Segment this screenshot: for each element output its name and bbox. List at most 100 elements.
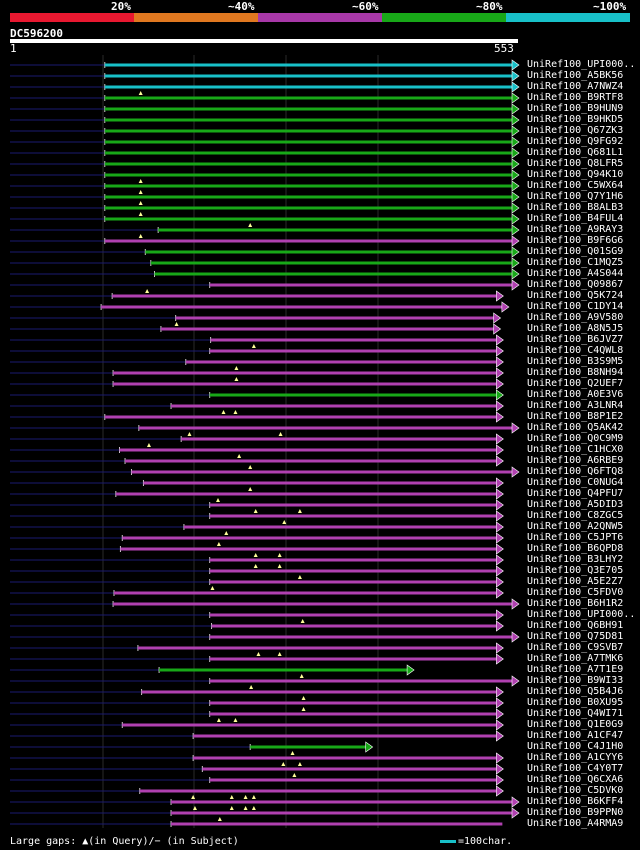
hit-label[interactable]: UniRef100_Q0C9M9 bbox=[527, 433, 624, 444]
hit-arrow bbox=[511, 235, 520, 247]
gap-marker bbox=[221, 410, 226, 414]
hit-label[interactable]: UniRef100_A9V580 bbox=[527, 312, 624, 323]
hit-row bbox=[10, 432, 504, 445]
hit-label[interactable]: UniRef100_A6RBE9 bbox=[527, 455, 624, 466]
hit-label[interactable]: UniRef100_B9F6G6 bbox=[527, 235, 624, 246]
hit-label[interactable]: UniRef100_C4Y0T7 bbox=[527, 763, 624, 774]
hit-label[interactable]: UniRef100_Q2UEF7 bbox=[527, 378, 624, 389]
hit-arrow bbox=[496, 774, 504, 786]
hit-row bbox=[10, 268, 520, 280]
hit-label[interactable]: UniRef100_Q9FG92 bbox=[527, 136, 624, 147]
hit-arrow bbox=[496, 686, 504, 698]
hit-arrow bbox=[406, 664, 415, 676]
hit-label[interactable]: UniRef100_B6JVZ7 bbox=[527, 334, 624, 345]
hit-row bbox=[10, 356, 504, 368]
hit-row bbox=[10, 212, 520, 225]
gap-marker bbox=[215, 498, 220, 502]
gap-marker bbox=[299, 674, 304, 678]
hit-label[interactable]: UniRef100_C5WX64 bbox=[527, 180, 624, 191]
hit-label[interactable]: UniRef100_Q6BH91 bbox=[527, 620, 624, 631]
hit-row bbox=[10, 707, 504, 720]
hit-label[interactable]: UniRef100_C5JPT6 bbox=[527, 532, 624, 543]
hit-arrow bbox=[493, 312, 502, 324]
hit-label[interactable]: UniRef100_C1DY14 bbox=[527, 301, 624, 312]
hit-label[interactable]: UniRef100_A7TMK6 bbox=[527, 653, 624, 664]
hit-label[interactable]: UniRef100_B8P1E2 bbox=[527, 411, 624, 422]
hit-label[interactable]: UniRef100_Q5AK42 bbox=[527, 422, 624, 433]
hit-label[interactable]: UniRef100_A3LNR4 bbox=[527, 400, 624, 411]
hit-label[interactable]: UniRef100_A4S044 bbox=[527, 268, 624, 279]
hit-label[interactable]: UniRef100_B3LHY2 bbox=[527, 554, 624, 565]
hit-label[interactable]: UniRef100_B3S9M5 bbox=[527, 356, 624, 367]
hit-row bbox=[10, 795, 520, 808]
hit-label[interactable]: UniRef100_C4J1H0 bbox=[527, 741, 624, 752]
hit-row bbox=[10, 773, 504, 786]
hit-label[interactable]: UniRef100_A1CYY6 bbox=[527, 752, 624, 763]
hit-label[interactable]: UniRef100_B9RTF8 bbox=[527, 92, 624, 103]
hit-label[interactable]: UniRef100_Q681L1 bbox=[527, 147, 624, 158]
hit-label[interactable]: UniRef100_B9HUN9 bbox=[527, 103, 624, 114]
hit-label[interactable]: UniRef100_A5E2Z7 bbox=[527, 576, 624, 587]
hit-label[interactable]: UniRef100_A7NWZ4 bbox=[527, 81, 624, 92]
hit-label[interactable]: UniRef100_A4RMA9 bbox=[527, 818, 624, 829]
hit-label[interactable]: UniRef100_C8ZGC5 bbox=[527, 510, 624, 521]
hit-label[interactable]: UniRef100_B8NH94 bbox=[527, 367, 624, 378]
hit-label[interactable]: UniRef100_Q3E705 bbox=[527, 565, 624, 576]
hit-label[interactable]: UniRef100_C9SVB7 bbox=[527, 642, 624, 653]
hit-label[interactable]: UniRef100_B9WI33 bbox=[527, 675, 624, 686]
hit-label[interactable]: UniRef100_A7T1E9 bbox=[527, 664, 624, 675]
hit-arrow bbox=[496, 510, 504, 522]
hit-label[interactable]: UniRef100_C0NUG4 bbox=[527, 477, 624, 488]
hit-row bbox=[10, 103, 520, 115]
hit-label[interactable]: UniRef100_Q4PFU7 bbox=[527, 488, 624, 499]
hit-label[interactable]: UniRef100_Q5K724 bbox=[527, 290, 624, 301]
hit-label[interactable]: UniRef100_Q94K10 bbox=[527, 169, 624, 180]
hit-label[interactable]: UniRef100_Q8LFR5 bbox=[527, 158, 624, 169]
hit-label[interactable]: UniRef100_B6QPD8 bbox=[527, 543, 624, 554]
hit-label[interactable]: UniRef100_C1MQZ5 bbox=[527, 257, 624, 268]
hit-label[interactable]: UniRef100_A9RAY3 bbox=[527, 224, 624, 235]
hit-label[interactable]: UniRef100_Q67ZK3 bbox=[527, 125, 624, 136]
gap-marker bbox=[187, 432, 192, 436]
gap-marker bbox=[234, 377, 239, 381]
hit-label[interactable]: UniRef100_A5DID3 bbox=[527, 499, 624, 510]
hit-label[interactable]: UniRef100_B6KFF4 bbox=[527, 796, 624, 807]
hit-label[interactable]: UniRef100_Q6CXA6 bbox=[527, 774, 624, 785]
hit-label[interactable]: UniRef100_Q7Y1H6 bbox=[527, 191, 624, 202]
hit-label[interactable]: UniRef100_Q5B4J6 bbox=[527, 686, 624, 697]
hit-label[interactable]: UniRef100_UPI000.. bbox=[527, 609, 636, 620]
hit-label[interactable]: UniRef100_Q4WI71 bbox=[527, 708, 624, 719]
hit-row bbox=[10, 389, 504, 401]
hit-label[interactable]: UniRef100_A1CF47 bbox=[527, 730, 624, 741]
hit-label[interactable]: UniRef100_B6H1R2 bbox=[527, 598, 624, 609]
gap-marker bbox=[216, 718, 221, 722]
hit-label[interactable]: UniRef100_B0XU95 bbox=[527, 697, 624, 708]
hit-label[interactable]: UniRef100_C1HCX0 bbox=[527, 444, 624, 455]
hit-label[interactable]: UniRef100_B8ALB3 bbox=[527, 202, 624, 213]
hit-arrow bbox=[496, 455, 504, 467]
hit-row bbox=[10, 785, 504, 797]
gap-marker bbox=[251, 344, 256, 348]
hit-label[interactable]: UniRef100_C4QWL8 bbox=[527, 345, 624, 356]
hit-label[interactable]: UniRef100_Q09867 bbox=[527, 279, 624, 290]
hit-label[interactable]: UniRef100_Q75D81 bbox=[527, 631, 624, 642]
hit-label[interactable]: UniRef100_B9PPN0 bbox=[527, 807, 624, 818]
hit-label[interactable]: UniRef100_A8N5J5 bbox=[527, 323, 624, 334]
hit-label[interactable]: UniRef100_C5FDV0 bbox=[527, 587, 624, 598]
hit-label[interactable]: UniRef100_Q6FTQ8 bbox=[527, 466, 624, 477]
hit-label[interactable]: UniRef100_A5BK56 bbox=[527, 70, 624, 81]
scale-text: =100char. bbox=[458, 836, 513, 847]
query-start: 1 bbox=[10, 42, 17, 55]
hit-label[interactable]: UniRef100_B9HKD5 bbox=[527, 114, 624, 125]
hit-row bbox=[10, 422, 520, 434]
hit-label[interactable]: UniRef100_Q01SG9 bbox=[527, 246, 624, 257]
hit-label[interactable]: UniRef100_UPI000.. bbox=[527, 59, 636, 70]
hit-label[interactable]: UniRef100_A2QNW5 bbox=[527, 521, 624, 532]
hit-label[interactable]: UniRef100_Q1E0G9 bbox=[527, 719, 624, 730]
hit-label[interactable]: UniRef100_B4FUL4 bbox=[527, 213, 624, 224]
query-name: DC596200 bbox=[10, 27, 63, 40]
hit-label[interactable]: UniRef100_A0E3V6 bbox=[527, 389, 624, 400]
hit-label[interactable]: UniRef100_C5DVK0 bbox=[527, 785, 624, 796]
gap-marker bbox=[248, 223, 253, 227]
legend-segment bbox=[258, 13, 382, 22]
